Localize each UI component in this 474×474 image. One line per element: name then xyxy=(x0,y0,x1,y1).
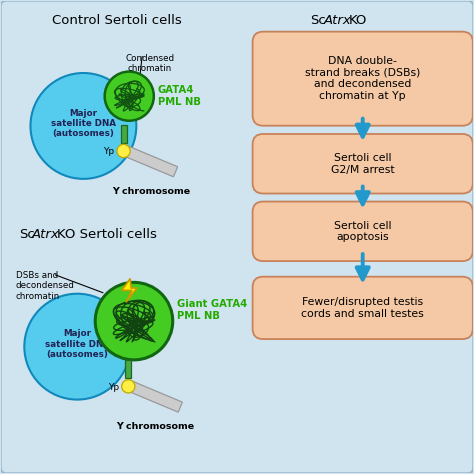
Text: KO: KO xyxy=(349,14,367,27)
Text: GATA4
PML NB: GATA4 PML NB xyxy=(157,85,201,107)
Text: Sc: Sc xyxy=(18,228,35,241)
FancyArrow shape xyxy=(124,146,178,177)
Text: Fewer/disrupted testis
cords and small testes: Fewer/disrupted testis cords and small t… xyxy=(301,297,424,319)
Text: Atrx: Atrx xyxy=(32,228,60,241)
FancyBboxPatch shape xyxy=(253,134,473,193)
Text: Sertoli cell
G2/M arrest: Sertoli cell G2/M arrest xyxy=(331,153,394,174)
Text: Sc: Sc xyxy=(310,14,326,27)
Text: DNA double-
strand breaks (DSBs)
and decondensed
chromatin at Yp: DNA double- strand breaks (DSBs) and dec… xyxy=(305,56,420,101)
FancyBboxPatch shape xyxy=(125,360,131,378)
Text: DSBs and
decondensed
chromatin: DSBs and decondensed chromatin xyxy=(16,271,75,301)
Text: Sertoli cell
apoptosis: Sertoli cell apoptosis xyxy=(334,220,392,242)
FancyBboxPatch shape xyxy=(253,277,473,339)
Text: Yp: Yp xyxy=(108,383,119,392)
Text: Major
satellite DNA
(autosomes): Major satellite DNA (autosomes) xyxy=(51,109,116,138)
Text: KO Sertoli cells: KO Sertoli cells xyxy=(57,228,157,241)
FancyArrow shape xyxy=(128,381,182,412)
Circle shape xyxy=(30,73,137,179)
Circle shape xyxy=(117,145,130,157)
Circle shape xyxy=(24,294,130,400)
Polygon shape xyxy=(122,279,137,302)
Text: Condensed
chromatin: Condensed chromatin xyxy=(125,54,174,73)
Circle shape xyxy=(122,380,135,393)
Circle shape xyxy=(105,72,154,121)
FancyBboxPatch shape xyxy=(253,201,473,261)
Text: Control Sertoli cells: Control Sertoli cells xyxy=(52,14,182,27)
Text: Y chromosome: Y chromosome xyxy=(117,422,195,431)
FancyBboxPatch shape xyxy=(253,32,473,126)
Text: Atrx: Atrx xyxy=(323,14,351,27)
Text: Y chromosome: Y chromosome xyxy=(112,187,190,196)
Text: Yp: Yp xyxy=(103,147,114,156)
Text: Giant GATA4
PML NB: Giant GATA4 PML NB xyxy=(176,300,247,321)
Circle shape xyxy=(95,283,173,360)
Text: Major
satellite DNA
(autosomes): Major satellite DNA (autosomes) xyxy=(45,329,110,359)
FancyBboxPatch shape xyxy=(120,125,127,143)
